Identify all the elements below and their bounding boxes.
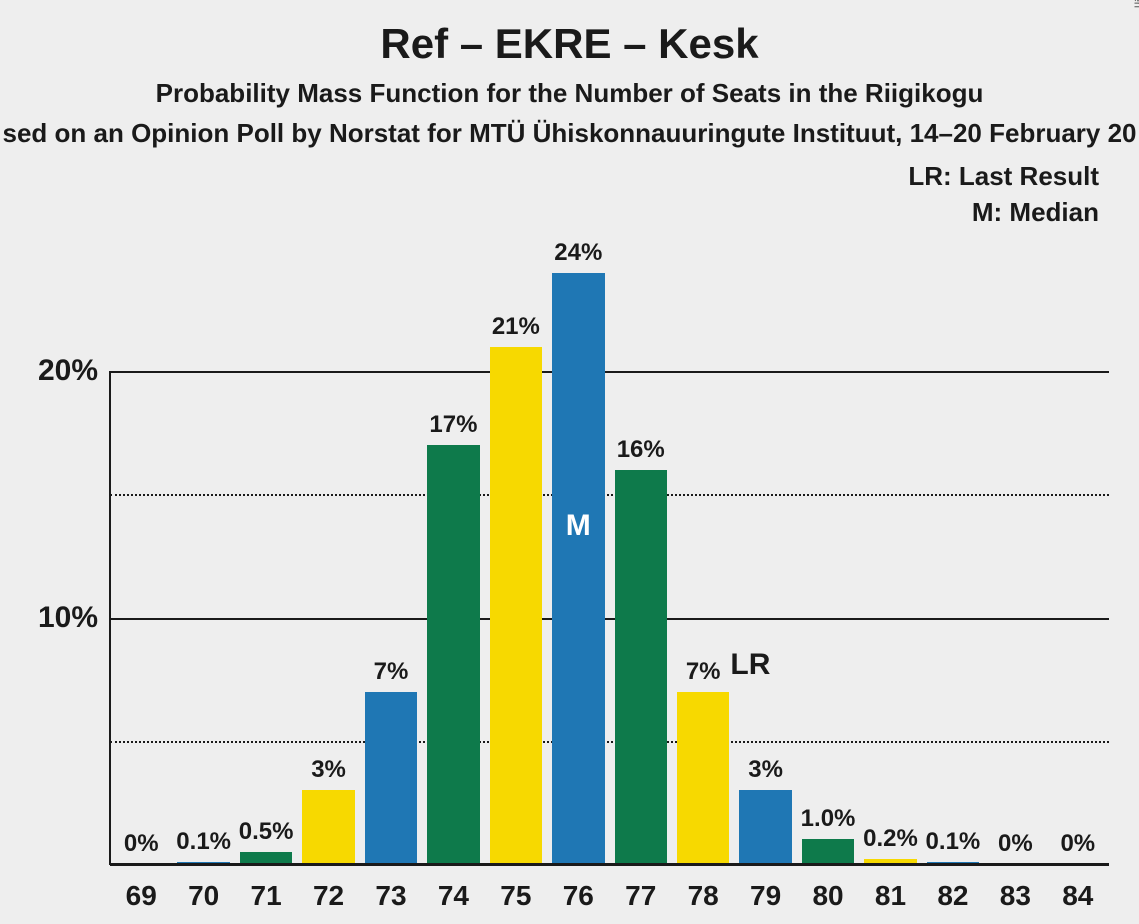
bar-slot: 0.1%70: [172, 248, 234, 864]
bar-value-label: 24%: [554, 239, 602, 267]
bar-value-label: 3%: [748, 756, 783, 784]
x-tick-label: 84: [1062, 880, 1093, 912]
bar-value-label: 0.2%: [863, 825, 918, 853]
bar-slot: 3%72: [297, 248, 359, 864]
x-tick-label: 73: [375, 880, 406, 912]
bar-value-label: 0%: [1060, 830, 1095, 858]
bar-value-label: 7%: [686, 658, 721, 686]
credit-text: © 2023 Filip van Laenen: [1131, 0, 1139, 8]
bar-value-label: 3%: [311, 756, 346, 784]
legend-lr: LR: Last Result: [908, 158, 1099, 194]
x-tick-label: 71: [251, 880, 282, 912]
x-tick-label: 82: [937, 880, 968, 912]
plot-area: 10%20%0%690.1%700.5%713%727%7317%7421%75…: [110, 248, 1109, 864]
x-tick-label: 81: [875, 880, 906, 912]
bar: 24%M: [552, 273, 604, 864]
bar-value-label: 21%: [492, 313, 540, 341]
bar: 3%: [739, 790, 791, 864]
bars-region: 0%690.1%700.5%713%727%7317%7421%7524%M76…: [110, 248, 1109, 864]
x-tick-label: 77: [625, 880, 656, 912]
chart-title: Ref – EKRE – Kesk: [0, 20, 1139, 68]
bar: 17%: [427, 445, 479, 864]
bar-slot: 0.5%71: [235, 248, 297, 864]
x-tick-label: 70: [188, 880, 219, 912]
x-tick-label: 69: [126, 880, 157, 912]
x-tick-label: 75: [500, 880, 531, 912]
bar-slot: 0%69: [110, 248, 172, 864]
bar-value-label: 0.1%: [926, 828, 981, 856]
bar-value-label: 7%: [374, 658, 409, 686]
bar-slot: 24%M76: [547, 248, 609, 864]
x-tick-label: 74: [438, 880, 469, 912]
bar: 21%: [490, 347, 542, 864]
bar-value-label: 0.5%: [239, 818, 294, 846]
legend: LR: Last Result M: Median: [908, 158, 1099, 231]
legend-m: M: Median: [908, 194, 1099, 230]
bar-slot: 16%77: [610, 248, 672, 864]
y-tick-label: 10%: [38, 601, 98, 635]
x-tick-label: 72: [313, 880, 344, 912]
chart-container: © 2023 Filip van Laenen Ref – EKRE – Kes…: [0, 0, 1139, 924]
bar-value-label: 17%: [429, 411, 477, 439]
bar-slot: 0%84: [1047, 248, 1109, 864]
x-tick-label: 83: [1000, 880, 1031, 912]
chart-subtitle-1: Probability Mass Function for the Number…: [0, 78, 1139, 109]
x-axis-line: [110, 863, 1109, 866]
bar-slot: 7%78: [672, 248, 734, 864]
lr-annotation: LR: [730, 648, 770, 682]
bar: 3%: [302, 790, 354, 864]
bar-value-label: 0%: [124, 830, 159, 858]
x-tick-label: 79: [750, 880, 781, 912]
bar-value-label: 0.1%: [176, 828, 231, 856]
bar-value-label: 0%: [998, 830, 1033, 858]
bar-slot: 17%74: [422, 248, 484, 864]
bar-slot: 0%83: [984, 248, 1046, 864]
bar: 1.0%: [802, 839, 854, 864]
bar-slot: 0.2%81: [859, 248, 921, 864]
bar-value-label: 16%: [617, 436, 665, 464]
y-axis-line: [109, 371, 111, 865]
chart-subtitle-2: sed on an Opinion Poll by Norstat for MT…: [0, 118, 1139, 149]
x-tick-label: 78: [688, 880, 719, 912]
x-tick-label: 76: [563, 880, 594, 912]
bar-slot: 0.1%82: [922, 248, 984, 864]
x-tick-label: 80: [812, 880, 843, 912]
bar: 7%: [677, 692, 729, 864]
median-marker: M: [566, 509, 591, 543]
bar-value-label: 1.0%: [801, 805, 856, 833]
bar-slot: 7%73: [360, 248, 422, 864]
bar: 7%: [365, 692, 417, 864]
bar: 16%: [615, 470, 667, 864]
y-tick-label: 20%: [38, 354, 98, 388]
bar-slot: 1.0%80: [797, 248, 859, 864]
bar-slot: 21%75: [485, 248, 547, 864]
bar-slot: 3%79: [734, 248, 796, 864]
